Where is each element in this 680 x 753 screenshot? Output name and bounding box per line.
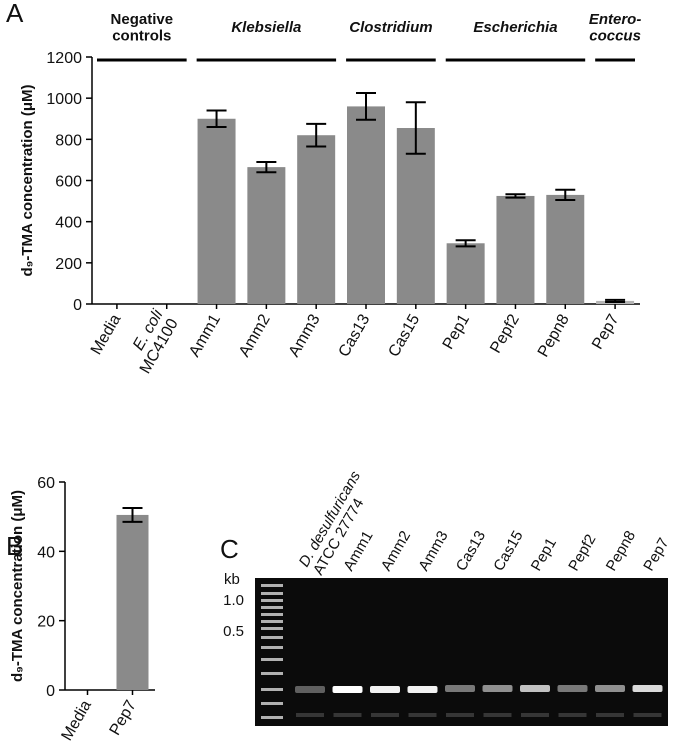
y-tick-label: 800 [55,132,82,149]
size-label: 0.5 [223,623,244,640]
ladder-band [261,688,283,691]
group-label-line: Negative [111,11,174,28]
x-tick-label: Media [58,697,95,743]
bar [116,514,149,690]
lane-label: Cas13 [453,528,489,574]
x-tick-label: Pepf2 [487,311,523,356]
gel-band-faint [408,713,437,717]
x-tick-label: Pep1 [440,311,473,352]
x-tick-label: E. coliMC4100 [122,307,182,377]
gel-band-faint [333,713,362,717]
lane-label: Pep7 [640,535,672,574]
x-tick-label: Pep7 [107,697,140,738]
y-tick-label: 0 [46,683,55,700]
group-label: Negative controls [111,11,174,45]
bar [446,243,485,304]
ladder-band [261,702,283,705]
y-tick-label: 1200 [46,50,82,67]
gel-band-faint [521,713,549,717]
gel-band [407,686,438,693]
x-tick-label: Pep7 [589,311,622,352]
lane-label: Cas15 [490,528,526,574]
ladder-band [261,646,283,649]
ladder-band [261,672,283,675]
group-label: Clostridium [349,19,432,36]
gel-band [332,686,363,693]
y-tick-label: 600 [55,174,82,191]
lane-label: Amm3 [415,528,451,574]
bar [347,106,385,305]
group-label: Entero-coccus [589,11,642,45]
bar [396,128,435,304]
gel-band [557,685,588,692]
gel-band-faint [596,713,624,717]
ladder-band [261,606,283,609]
kb-label: kb [224,571,240,588]
x-tick-label: Cas15 [385,311,423,360]
lane-label: Pepf2 [565,532,599,574]
lane-label: Amm2 [378,528,414,574]
gel-band [482,685,513,692]
y-tick-label: 400 [55,215,82,232]
gel-band-faint [558,713,587,717]
panel-label: B [6,531,23,561]
gel-image [255,578,668,726]
x-tick-label: Amm2 [236,311,274,360]
x-tick-label: Amm1 [186,311,224,360]
gel-band-faint [446,713,474,717]
gel-band [632,685,663,692]
lane-label: Pepn8 [603,528,639,574]
y-tick-label: 20 [37,614,55,631]
x-tick-label: Cas13 [336,311,374,360]
gel-band [295,686,325,693]
bar [297,135,336,304]
x-tick-label: Amm3 [286,311,324,360]
x-tick-label: Pepn8 [535,311,573,360]
y-tick-label: 0 [73,297,82,314]
x-tick-label: Media [88,311,125,357]
panel-label: C [220,534,239,564]
ladder-band [261,620,283,623]
gel-band [595,685,625,692]
y-tick-label: 1000 [46,91,82,108]
size-label: 1.0 [223,592,244,609]
gel-band [370,686,400,693]
y-axis-label: d₉-TMA concentration (μM) [9,490,26,682]
bar [496,195,535,304]
lane-label: D. desulfuricansATCC 27774 [296,468,379,578]
gel-band-faint [371,713,399,717]
y-tick-label: 200 [55,256,82,273]
ladder-band [261,613,283,616]
ladder-band [261,658,283,661]
y-tick-label: 40 [37,544,55,561]
gel-band [445,685,475,692]
ladder-band [261,716,283,719]
group-label-line: controls [112,27,171,44]
ladder-band [261,584,283,587]
bar [197,118,236,304]
gel-band-faint [633,713,662,717]
group-label: Klebsiella [231,19,301,36]
ladder-band [261,592,283,595]
group-label-line: coccus [589,27,641,44]
gel-band [520,685,550,692]
ladder-band [261,636,283,639]
group-label-line: Entero- [589,11,642,28]
gel-band-faint [296,713,324,717]
group-label: Escherichia [473,19,557,36]
bar [546,194,585,304]
bar [247,167,286,304]
y-axis-label: d₉-TMA concentration (μM) [19,84,36,276]
ladder-band [261,627,283,630]
ladder-band [261,599,283,602]
lane-label: Pep1 [528,535,560,574]
panel-label: A [6,0,24,28]
y-tick-label: 60 [37,475,55,492]
gel-band-faint [483,713,512,717]
